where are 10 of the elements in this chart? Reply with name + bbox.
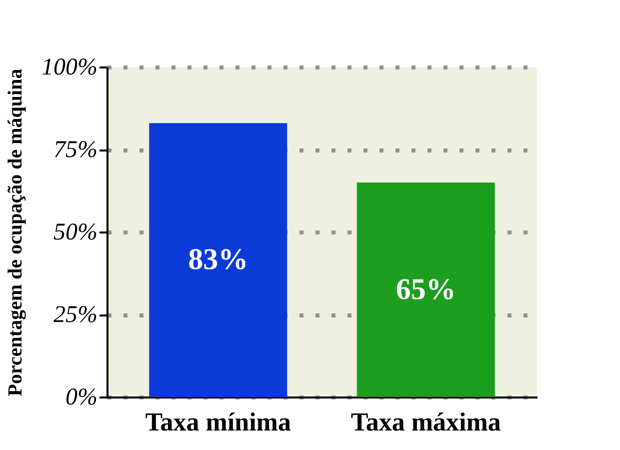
data-label: 83% — [188, 243, 248, 276]
y-tick-label: 100% — [42, 54, 98, 80]
data-label: 65% — [396, 272, 456, 306]
y-tick-label: 50% — [54, 220, 98, 246]
y-tick-label: 75% — [54, 137, 98, 163]
y-axis-title: Porcentagem de ocupação de máquina — [4, 68, 27, 396]
y-tick-label: 25% — [54, 302, 98, 328]
y-tick-label: 0% — [66, 384, 98, 410]
x-tick-label: Taxa máxima — [350, 408, 501, 436]
x-tick-label: Taxa mínima — [145, 408, 291, 436]
